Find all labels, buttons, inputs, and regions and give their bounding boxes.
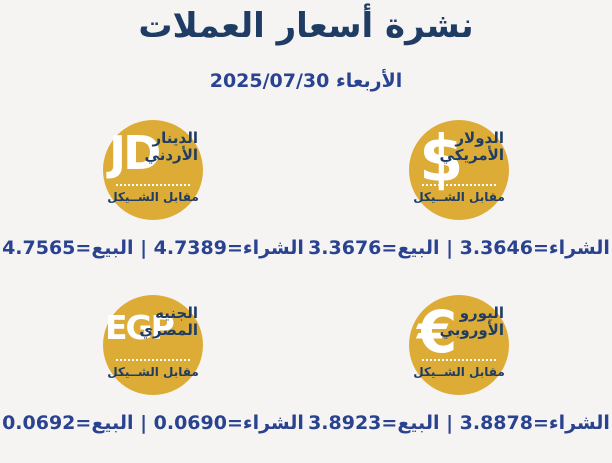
currency-name-usd: الدولار الأمريكي — [439, 129, 504, 165]
dotted-divider — [116, 359, 190, 361]
vs-shekel-label: مقابل الشــيكل — [107, 365, 199, 379]
currency-card-egp: EGP الجنيه المصري مقابل الشــيكل الشراء=… — [0, 295, 306, 436]
rate-line-eur: الشراء=3.8878 | البيع=3.8923 — [308, 412, 610, 434]
egp-letters-icon: EGP — [105, 308, 175, 347]
egp-badge: EGP الجنيه المصري مقابل الشــيكل — [103, 295, 203, 395]
currency-name-jod: الدينار الأردني — [144, 129, 198, 165]
currency-name-line1: الجنيه — [155, 304, 198, 322]
vs-shekel-label: مقابل الشــيكل — [107, 190, 199, 204]
currency-name-line1: الدولار — [455, 129, 504, 147]
eur-badge: € اليورو الأوروبي مقابل الشــيكل — [409, 295, 509, 395]
currency-name-line2: الأمريكي — [439, 146, 504, 165]
currency-card-jod: JD الدينار الأردني مقابل الشــيكل الشراء… — [0, 120, 306, 261]
currency-card-usd: $ الدولار الأمريكي مقابل الشــيكل الشراء… — [306, 120, 612, 261]
currency-name-line1: اليورو — [459, 304, 504, 322]
jod-badge: JD الدينار الأردني مقابل الشــيكل — [103, 120, 203, 220]
page-title: نشرة أسعار العملات — [138, 6, 474, 46]
dotted-divider — [422, 359, 496, 361]
euro-sign-icon: € — [417, 298, 458, 366]
currency-bulletin-page: نشرة أسعار العملات الأربعاء 2025/07/30 $… — [0, 4, 612, 463]
usd-badge: $ الدولار الأمريكي مقابل الشــيكل — [409, 120, 509, 220]
currency-name-eur: اليورو الأوروبي — [439, 304, 504, 340]
jd-letters-icon: JD — [109, 126, 161, 180]
rate-line-usd: الشراء=3.3646 | البيع=3.3676 — [308, 237, 610, 259]
vs-shekel-label: مقابل الشــيكل — [413, 190, 505, 204]
currency-name-line1: الدينار — [152, 129, 198, 147]
rate-line-egp: الشراء=0.0690 | البيع=0.0692 — [2, 412, 304, 434]
currency-name-line2: المصري — [139, 321, 198, 340]
currency-name-line2: الأوروبي — [439, 321, 504, 340]
currency-name-egp: الجنيه المصري — [139, 304, 198, 340]
dotted-divider — [116, 184, 190, 186]
rate-line-jod: الشراء=4.7389 | البيع=4.7565 — [2, 237, 304, 259]
dollar-sign-icon: $ — [419, 123, 464, 197]
currency-card-eur: € اليورو الأوروبي مقابل الشــيكل الشراء=… — [306, 295, 612, 436]
currency-grid: $ الدولار الأمريكي مقابل الشــيكل الشراء… — [0, 120, 612, 436]
dotted-divider — [422, 184, 496, 186]
vs-shekel-label: مقابل الشــيكل — [413, 365, 505, 379]
currency-name-line2: الأردني — [144, 146, 198, 165]
date-label: الأربعاء 2025/07/30 — [209, 70, 403, 92]
